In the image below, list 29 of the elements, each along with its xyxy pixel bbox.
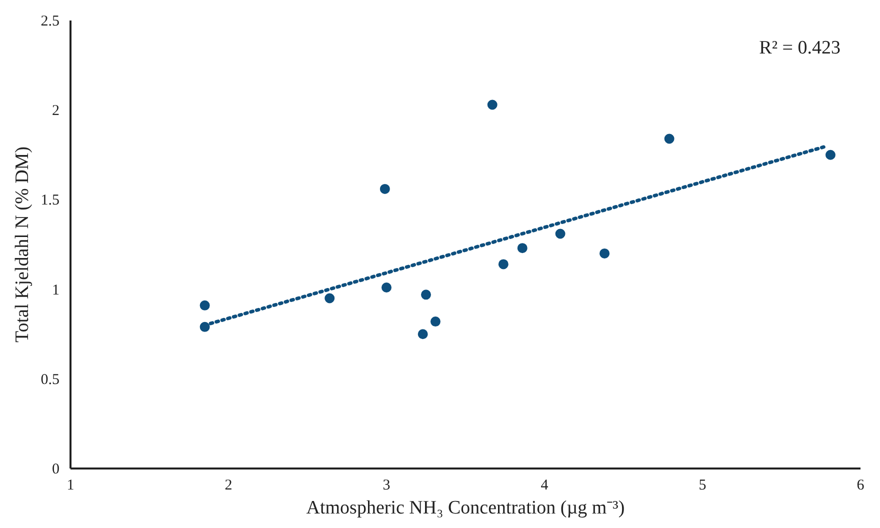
point (430, 316, 440, 327)
y-tick-label: 1 (52, 282, 60, 298)
point (825, 150, 836, 160)
y-tick-label: 0.5 (40, 372, 60, 388)
point (487, 100, 498, 110)
point (324, 293, 335, 304)
y-tick-label: 0 (52, 462, 60, 478)
y-tick-label: 1.5 (40, 192, 60, 209)
point (600, 248, 610, 258)
x-tick-label: 2 (224, 478, 232, 494)
point (555, 228, 566, 239)
point (664, 134, 674, 144)
point (200, 300, 210, 310)
y-tick-label: 2.5 (40, 14, 60, 30)
y-axis-title: Total Kjeldahl N (% DM) (12, 146, 33, 343)
point (380, 184, 390, 194)
annotation: R² = 0.423 (759, 38, 841, 58)
x-tick-label: 3 (382, 478, 390, 494)
x-tick-label: 1 (66, 478, 74, 494)
point (418, 329, 428, 340)
x-axis-title: Atmospheric NH₃ Concentration (µg m⁻³) (306, 498, 625, 518)
y-tick-label: 2 (52, 103, 60, 120)
point (382, 282, 392, 292)
x-tick-label: 6 (856, 478, 865, 494)
point (498, 259, 508, 270)
point (517, 243, 528, 254)
x-tick-label: 5 (698, 478, 706, 494)
x-tick-label: 4 (540, 478, 549, 494)
point (421, 290, 431, 300)
